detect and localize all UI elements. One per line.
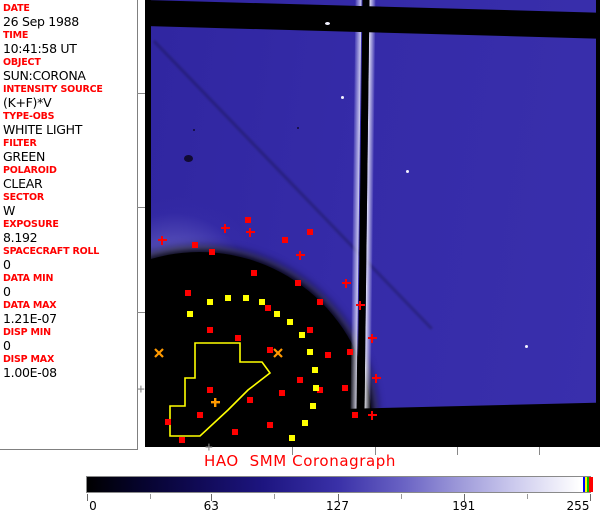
metadata-row-date: DATE 26 Sep 1988 bbox=[3, 3, 137, 29]
colorbar-tick-label-2: 127 bbox=[326, 499, 349, 512]
dark-blemish-2 bbox=[297, 127, 299, 129]
colorbar-minor-tick-1 bbox=[274, 494, 276, 499]
metadata-row-spacecraft-roll: SPACECRAFT ROLL 0 bbox=[3, 246, 137, 272]
metadata-row-polaroid: POLAROID CLEAR bbox=[3, 165, 137, 191]
axis-tick-bottom-2 bbox=[375, 447, 376, 455]
metadata-value-data-max: 1.21E-07 bbox=[3, 311, 57, 326]
axis-tick-bottom-4 bbox=[539, 447, 540, 455]
metadata-key-type-obs: TYPE-OBS bbox=[3, 111, 55, 122]
colorbar-major-tick-0 bbox=[87, 494, 88, 501]
colorbar-tick-label-0: 0 bbox=[89, 499, 97, 512]
colorbar-minor-tick-3 bbox=[526, 494, 528, 499]
sky-field bbox=[145, 0, 600, 447]
metadata-key-filter: FILTER bbox=[3, 138, 37, 149]
colorbar[interactable]: 0 63 127 191 255 bbox=[86, 476, 593, 512]
colorbar-tick-label-3: 191 bbox=[452, 499, 476, 512]
metadata-key-time: TIME bbox=[3, 30, 29, 41]
axis-tick-left-2 bbox=[137, 207, 145, 208]
colorbar-major-tick-1 bbox=[211, 494, 213, 501]
metadata-value-date: 26 Sep 1988 bbox=[3, 14, 79, 29]
colorbar-tick-label-1: 63 bbox=[203, 499, 219, 512]
metadata-row-type-obs: TYPE-OBS WHITE LIGHT bbox=[3, 111, 137, 137]
colorbar-major-tick-4 bbox=[590, 494, 591, 501]
metadata-value-exposure: 8.192 bbox=[3, 230, 38, 245]
metadata-row-sector: SECTOR W bbox=[3, 192, 137, 218]
axis-tick-bottom-3 bbox=[457, 447, 458, 455]
metadata-value-spacecraft-roll: 0 bbox=[3, 257, 11, 272]
metadata-key-object: OBJECT bbox=[3, 57, 41, 68]
axis-crosshair-bottom: + bbox=[205, 440, 213, 455]
colorbar-major-tick-2 bbox=[337, 494, 339, 501]
detector-edge-right bbox=[596, 0, 600, 447]
star-point-1 bbox=[325, 22, 330, 25]
metadata-value-intensity-source: (K+F)*V bbox=[3, 95, 52, 110]
coronagraph-image[interactable] bbox=[145, 0, 600, 447]
colorbar-minor-tick-2 bbox=[400, 494, 402, 499]
axis-tick-bottom-1 bbox=[292, 447, 293, 455]
metadata-row-filter: FILTER GREEN bbox=[3, 138, 137, 164]
metadata-key-disp-max: DISP MAX bbox=[3, 354, 55, 365]
metadata-row-object: OBJECT SUN:CORONA bbox=[3, 57, 137, 83]
metadata-key-data-max: DATA MAX bbox=[3, 300, 57, 311]
metadata-value-polaroid: CLEAR bbox=[3, 176, 43, 191]
metadata-value-data-min: 0 bbox=[3, 284, 11, 299]
star-point-2 bbox=[341, 96, 344, 99]
dark-blemish-3 bbox=[193, 129, 195, 131]
metadata-key-exposure: EXPOSURE bbox=[3, 219, 59, 230]
red-index-marker bbox=[589, 477, 593, 492]
colorbar-minor-tick-0 bbox=[150, 494, 152, 499]
metadata-value-disp-max: 1.00E-08 bbox=[3, 365, 57, 380]
metadata-key-date: DATE bbox=[3, 3, 30, 14]
metadata-key-disp-min: DISP MIN bbox=[3, 327, 51, 338]
metadata-row-exposure: EXPOSURE 8.192 bbox=[3, 219, 137, 245]
colorbar-tick-label-4: 255 bbox=[566, 499, 590, 512]
metadata-value-object: SUN:CORONA bbox=[3, 68, 86, 83]
metadata-key-spacecraft-roll: SPACECRAFT ROLL bbox=[3, 246, 100, 257]
metadata-row-disp-min: DISP MIN 0 bbox=[3, 327, 137, 353]
dark-blemish-1 bbox=[184, 155, 193, 162]
metadata-row-disp-max: DISP MAX 1.00E-08 bbox=[3, 354, 137, 380]
metadata-key-data-min: DATA MIN bbox=[3, 273, 54, 284]
colorbar-tick-marks bbox=[86, 494, 591, 501]
page-title: HAO SMM Coronagraph bbox=[203, 452, 397, 470]
metadata-value-filter: GREEN bbox=[3, 149, 46, 164]
metadata-value-sector: W bbox=[3, 203, 16, 218]
axis-crosshair-left: + bbox=[137, 382, 145, 397]
colorbar-gradient bbox=[87, 477, 590, 492]
metadata-value-disp-min: 0 bbox=[3, 338, 11, 353]
colorbar-frame[interactable] bbox=[86, 476, 593, 493]
metadata-key-intensity-source: INTENSITY SOURCE bbox=[3, 84, 103, 95]
detector-edge-left bbox=[145, 0, 151, 447]
metadata-key-sector: SECTOR bbox=[3, 192, 44, 203]
metadata-row-intensity-source: INTENSITY SOURCE (K+F)*V bbox=[3, 84, 137, 110]
axis-tick-left-1 bbox=[137, 93, 145, 94]
metadata-value-type-obs: WHITE LIGHT bbox=[3, 122, 83, 137]
metadata-label-panel: DATE 26 Sep 1988 TIME 10:41:58 UT OBJECT… bbox=[0, 0, 138, 450]
colorbar-major-tick-3 bbox=[463, 494, 465, 501]
metadata-key-polaroid: POLAROID bbox=[3, 165, 57, 176]
axis-tick-left-3 bbox=[137, 312, 145, 313]
metadata-row-data-min: DATA MIN 0 bbox=[3, 273, 137, 299]
metadata-value-time: 10:41:58 UT bbox=[3, 41, 77, 56]
metadata-row-data-max: DATA MAX 1.21E-07 bbox=[3, 300, 137, 326]
star-point-3 bbox=[406, 170, 409, 173]
star-point-4 bbox=[525, 345, 528, 348]
metadata-row-time: TIME 10:41:58 UT bbox=[3, 30, 137, 56]
